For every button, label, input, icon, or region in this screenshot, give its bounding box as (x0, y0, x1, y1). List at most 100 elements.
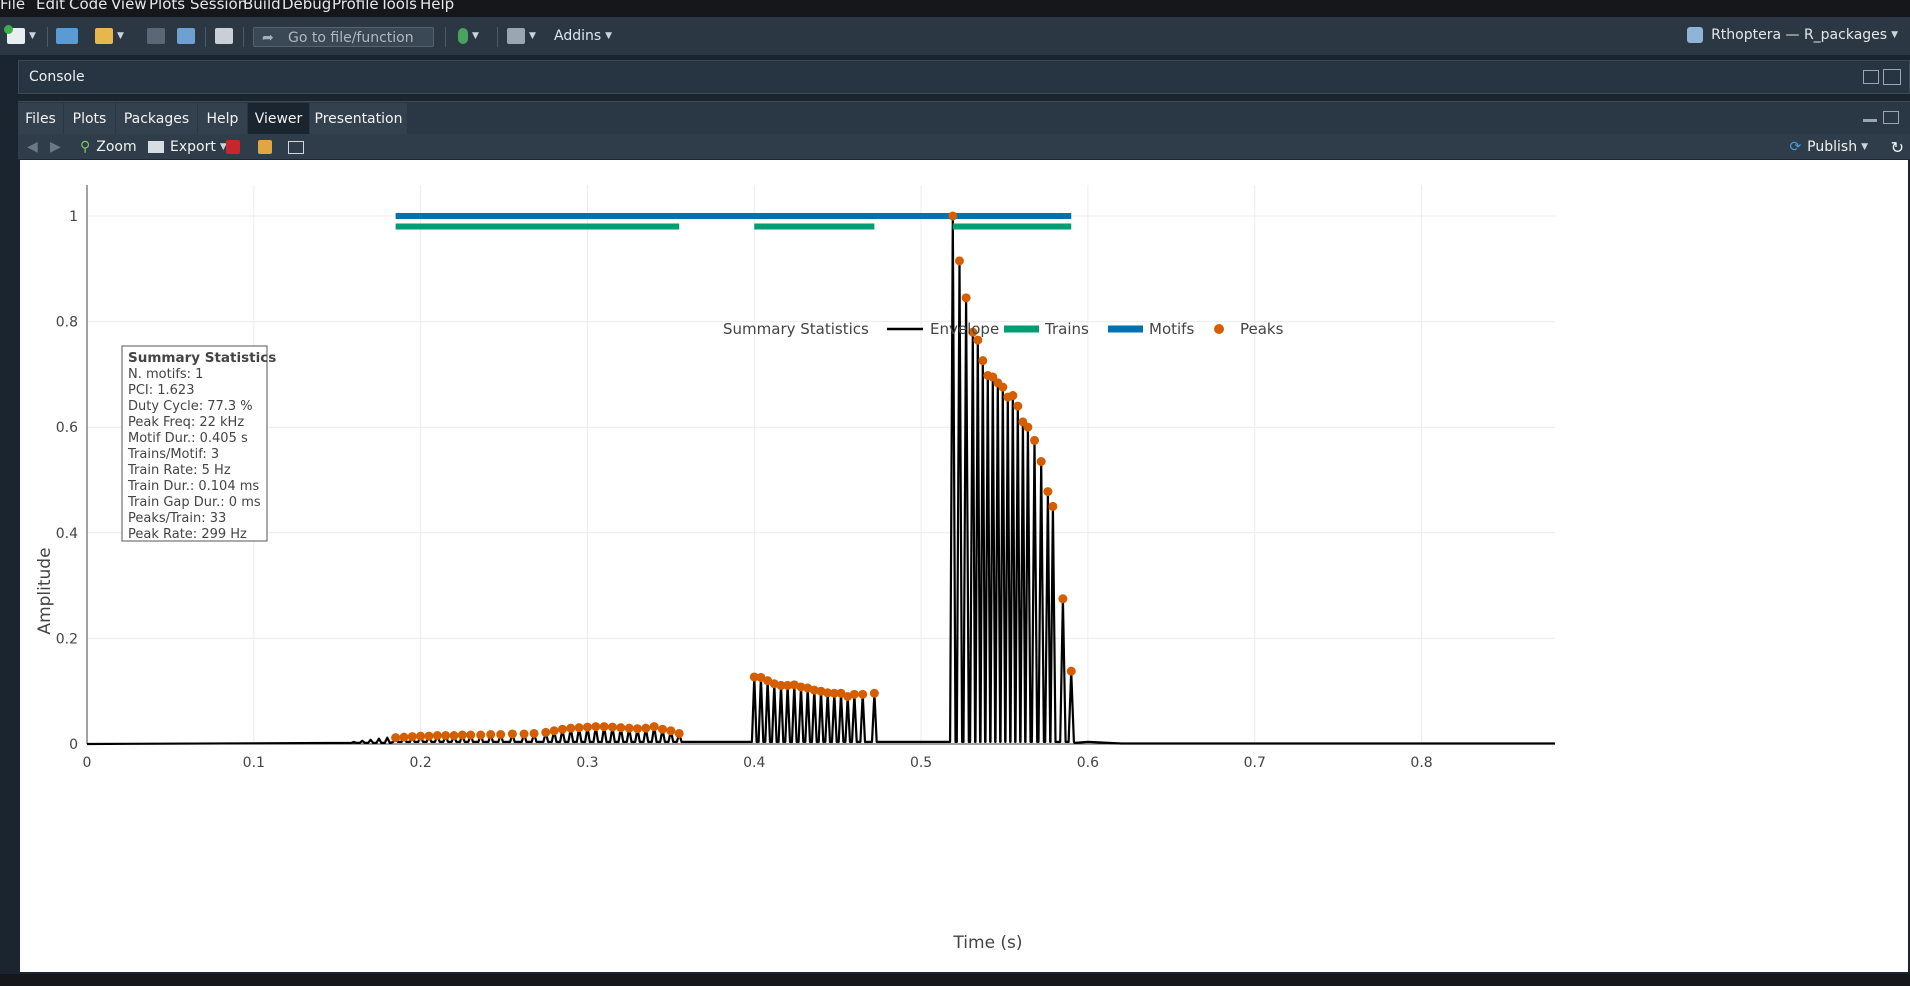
menu-view[interactable]: View (111, 0, 147, 13)
peak-point (961, 293, 971, 303)
main-toolbar: ▼ ▼ ➦ Go to file/function ▼ ▼ Addins ▼ R… (0, 17, 1910, 56)
zoom-icon: ⚲ (80, 139, 91, 155)
peak-point (809, 685, 819, 695)
y-tick-label: 0 (69, 737, 78, 753)
status-strip (0, 974, 1910, 986)
maximize-pane-icon[interactable] (1883, 69, 1901, 85)
peak-point (973, 335, 983, 345)
tab-files[interactable]: Files (18, 103, 64, 135)
x-tick-label: 0.4 (743, 755, 765, 771)
chevron-down-icon: ▼ (219, 142, 227, 152)
peak-point (466, 730, 476, 740)
menu-edit[interactable]: Edit (36, 0, 66, 13)
legend[interactable]: Summary Statistics Envelope Trains Motif… (723, 320, 1284, 338)
print-button[interactable] (215, 26, 233, 46)
viewer-toolbar: ◀ ▶ ⚲ Zoom Export ▼ ⟳ Publish ▼ ↻ (18, 134, 1910, 160)
menu-tools[interactable]: Tools (380, 0, 417, 13)
zoom-button[interactable]: ⚲ Zoom (80, 137, 137, 157)
new-file-button[interactable]: ▼ (4, 25, 36, 46)
summary-line: Trains/Motif: 3 (127, 447, 219, 462)
console-pane-header[interactable]: Console (18, 60, 1910, 94)
legend-trains-label[interactable]: Trains (1044, 320, 1089, 338)
export-icon (148, 141, 164, 153)
back-arrow-icon[interactable]: ◀ (27, 139, 38, 155)
git-button[interactable]: ▼ (458, 26, 479, 46)
peak-point (432, 731, 442, 741)
legend-motifs-label[interactable]: Motifs (1149, 320, 1194, 338)
x-tick-label: 0.5 (910, 755, 932, 771)
peak-point (1023, 422, 1033, 432)
peak-point (424, 731, 434, 741)
show-in-window-button[interactable] (288, 137, 304, 157)
new-project-button[interactable] (56, 26, 78, 46)
x-axis-ticks: 0 0.1 0.2 0.3 0.4 0.5 0.6 0.7 0.8 (83, 755, 1433, 771)
peak-point (869, 688, 879, 698)
peak-point (582, 722, 592, 732)
summary-line: Peak Freq: 22 kHz (128, 415, 244, 430)
export-button[interactable]: Export ▼ (148, 137, 227, 157)
menu-plots[interactable]: Plots (149, 0, 186, 13)
tab-plots[interactable]: Plots (64, 103, 116, 135)
peak-point (507, 729, 517, 739)
peak-point (1030, 435, 1040, 445)
tab-presentation[interactable]: Presentation (310, 103, 408, 135)
clear-viewer-button[interactable] (258, 137, 272, 157)
grid-icon (507, 28, 525, 44)
peak-point (666, 726, 676, 736)
legend-peaks-label[interactable]: Peaks (1240, 320, 1284, 338)
restore-pane-icon[interactable] (1863, 70, 1879, 84)
y-tick-label: 0.6 (56, 420, 78, 436)
output-tabs: Files Plots Packages Help Viewer Present… (18, 101, 1910, 135)
menu-help[interactable]: Help (420, 0, 455, 13)
peak-point (858, 689, 868, 699)
menu-session[interactable]: Session (190, 0, 248, 13)
peak-point (449, 731, 459, 741)
summary-line: Duty Cycle: 77.3 % (128, 399, 253, 414)
addins-menu[interactable]: Addins ▼ (554, 26, 612, 46)
peak-point (968, 327, 978, 337)
tab-help[interactable]: Help (198, 103, 248, 135)
y-axis-ticks: 0 0.2 0.4 0.6 0.8 1 (56, 209, 78, 753)
chevron-down-icon: ▼ (1861, 142, 1868, 152)
publish-icon: ⟳ (1789, 139, 1802, 155)
minimize-pane-icon[interactable] (1863, 119, 1877, 122)
peak-point (954, 256, 964, 266)
refresh-icon[interactable]: ↻ (1890, 137, 1904, 157)
peak-point (829, 688, 839, 698)
save-all-button[interactable] (177, 26, 195, 46)
y-tick-label: 1 (69, 209, 78, 225)
publish-button[interactable]: ⟳ Publish ▼ (1789, 137, 1868, 157)
x-tick-label: 0.3 (576, 755, 598, 771)
tab-packages[interactable]: Packages (116, 103, 198, 135)
project-menu[interactable]: Rthoptera — R_packages ▼ (1687, 27, 1898, 43)
peak-point (633, 724, 642, 734)
open-file-button[interactable]: ▼ (95, 26, 124, 46)
y-tick-label: 0.8 (56, 315, 78, 331)
menu-debug[interactable]: Debug (282, 0, 332, 13)
peak-point (529, 728, 539, 738)
tab-viewer[interactable]: Viewer (248, 103, 310, 135)
new-project-icon (56, 28, 78, 44)
x-tick-label: 0.1 (243, 755, 265, 771)
remove-viewer-button[interactable] (226, 137, 240, 157)
menu-profile[interactable]: Profile (332, 0, 379, 13)
chevron-down-icon: ▼ (605, 31, 613, 41)
maximize-viewer-icon[interactable] (1883, 111, 1899, 124)
x-tick-label: 0.2 (410, 755, 432, 771)
summary-statistics-box: Summary Statistics N. motifs: 1 PCI: 1.6… (121, 345, 276, 542)
git-icon (458, 28, 468, 44)
peak-point (749, 672, 759, 682)
peak-point (416, 731, 426, 741)
legend-envelope-label[interactable]: Envelope (930, 320, 999, 338)
forward-arrow-icon[interactable]: ▶ (50, 139, 61, 155)
menu-file[interactable]: File (0, 0, 26, 13)
print-icon (215, 28, 233, 44)
peak-point (574, 723, 584, 733)
summary-title: Summary Statistics (128, 350, 276, 366)
go-to-file-input[interactable]: ➦ Go to file/function (253, 27, 434, 47)
workspace-panes-button[interactable]: ▼ (507, 26, 536, 46)
peak-point (836, 688, 846, 698)
menu-build[interactable]: Build (243, 0, 281, 13)
menu-code[interactable]: Code (69, 0, 108, 13)
save-button[interactable] (147, 26, 165, 46)
